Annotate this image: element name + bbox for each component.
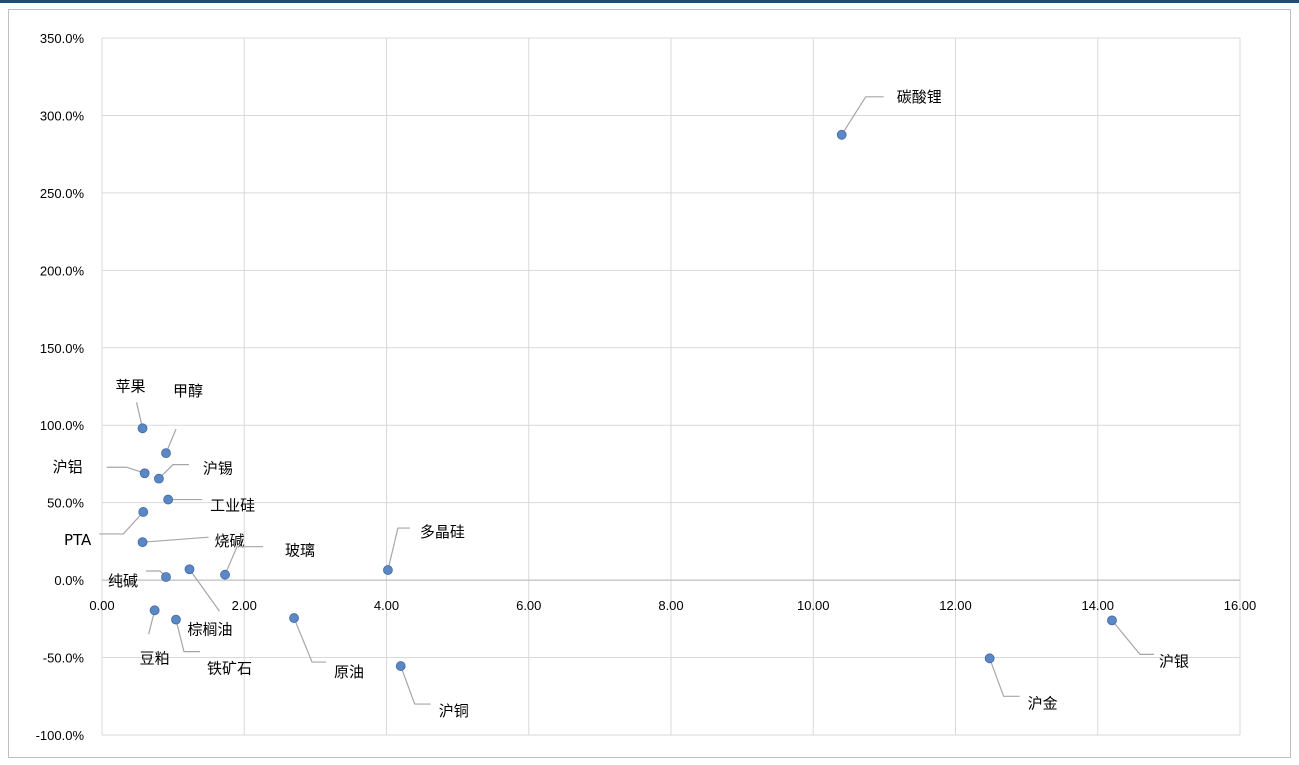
point-label-10: 纯碱 bbox=[108, 572, 138, 590]
point-label-1: 苹果 bbox=[116, 377, 146, 395]
point-label-2: 甲醇 bbox=[173, 382, 203, 400]
point-label-13: 铁矿石 bbox=[207, 660, 252, 678]
x-tick-label: 2.00 bbox=[232, 598, 257, 613]
y-tick-label: 350.0% bbox=[40, 31, 85, 46]
leader-line-8 bbox=[224, 546, 264, 575]
data-point-7 bbox=[137, 537, 148, 548]
chart-frame bbox=[8, 9, 1291, 758]
leader-line-14 bbox=[293, 617, 327, 663]
point-label-5: 工业硅 bbox=[210, 497, 255, 515]
leader-line-3 bbox=[106, 466, 145, 474]
leader-line-11 bbox=[188, 568, 220, 612]
x-tick-label: 8.00 bbox=[658, 598, 683, 613]
leader-line-17 bbox=[1111, 620, 1154, 655]
data-point-3 bbox=[139, 468, 150, 479]
data-point-5 bbox=[163, 494, 174, 505]
x-tick-label: 16.00 bbox=[1224, 598, 1257, 613]
data-point-16 bbox=[984, 653, 995, 664]
data-point-12 bbox=[149, 605, 160, 616]
leader-line-16 bbox=[989, 658, 1020, 697]
data-point-11 bbox=[184, 564, 195, 575]
y-tick-label: -50.0% bbox=[43, 651, 85, 666]
data-point-10 bbox=[161, 572, 171, 582]
point-label-6: PTA bbox=[64, 531, 92, 549]
y-tick-label: 50.0% bbox=[47, 496, 84, 511]
x-tick-label: 10.00 bbox=[797, 598, 830, 613]
leader-line-7 bbox=[142, 536, 209, 543]
x-tick-label: 6.00 bbox=[516, 598, 541, 613]
leader-line-13 bbox=[175, 619, 200, 653]
leader-line-6 bbox=[99, 511, 144, 535]
leader-line-15 bbox=[400, 665, 431, 705]
y-tick-label: 200.0% bbox=[40, 263, 85, 278]
x-tick-label: 12.00 bbox=[939, 598, 972, 613]
data-point-8 bbox=[220, 569, 230, 580]
point-label-15: 沪铜 bbox=[439, 702, 469, 720]
x-tick-label: 14.00 bbox=[1081, 598, 1114, 613]
point-label-0: 碳酸锂 bbox=[897, 88, 942, 106]
data-point-15 bbox=[395, 661, 406, 671]
data-point-14 bbox=[289, 613, 299, 623]
point-label-3: 沪铝 bbox=[53, 458, 83, 476]
point-label-4: 沪锡 bbox=[203, 460, 233, 478]
data-point-9 bbox=[383, 565, 393, 575]
data-point-0 bbox=[836, 129, 847, 140]
point-label-9: 多晶硅 bbox=[420, 523, 465, 541]
point-label-17: 沪银 bbox=[1159, 652, 1189, 670]
data-point-1 bbox=[137, 423, 148, 434]
x-tick-label: 0.00 bbox=[89, 598, 114, 613]
y-tick-label: 300.0% bbox=[40, 108, 85, 123]
point-label-12: 豆粕 bbox=[140, 649, 170, 667]
point-label-8: 玻璃 bbox=[285, 542, 315, 560]
y-tick-label: 150.0% bbox=[40, 341, 85, 356]
y-tick-label: 0.0% bbox=[54, 573, 84, 588]
data-point-17 bbox=[1107, 615, 1117, 626]
data-point-2 bbox=[161, 448, 171, 459]
point-label-16: 沪金 bbox=[1028, 694, 1058, 712]
point-label-14: 原油 bbox=[334, 663, 364, 681]
leader-line-9 bbox=[387, 527, 410, 571]
data-point-4 bbox=[153, 473, 164, 484]
point-label-7: 烧碱 bbox=[215, 532, 245, 550]
y-tick-label: 250.0% bbox=[40, 186, 85, 201]
y-tick-label: 100.0% bbox=[40, 418, 85, 433]
data-point-13 bbox=[171, 614, 181, 625]
top-border-strip bbox=[0, 0, 1299, 3]
leader-line-4 bbox=[158, 464, 189, 480]
y-tick-label: -100.0% bbox=[36, 728, 85, 743]
point-label-11: 棕榈油 bbox=[187, 620, 232, 638]
x-tick-label: 4.00 bbox=[374, 598, 399, 613]
leader-line-0 bbox=[841, 96, 884, 136]
data-point-6 bbox=[138, 507, 149, 517]
